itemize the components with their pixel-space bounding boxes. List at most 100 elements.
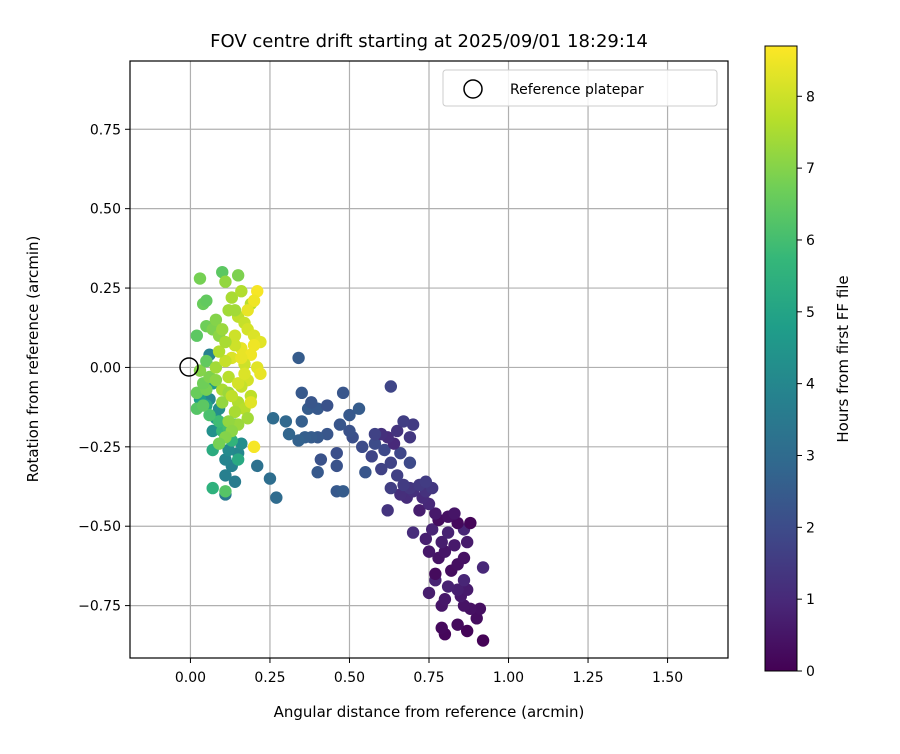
data-point — [321, 399, 334, 412]
data-point — [263, 472, 277, 485]
data-point — [435, 535, 448, 549]
x-tick-label: 1.50 — [652, 670, 683, 686]
data-point — [231, 453, 245, 466]
data-point — [203, 408, 216, 422]
data-point — [470, 612, 483, 625]
data-point — [292, 351, 305, 365]
data-point — [394, 446, 407, 460]
data-point — [231, 377, 245, 390]
data-point — [216, 323, 229, 336]
data-point — [438, 593, 452, 606]
data-point — [451, 618, 464, 631]
data-point — [200, 354, 213, 368]
colorbar-tick-label: 6 — [806, 233, 815, 249]
data-point — [457, 599, 471, 612]
data-point — [390, 424, 404, 438]
data-point — [460, 583, 474, 596]
data-point — [356, 440, 369, 454]
y-axis-label: Rotation from reference (arcmin) — [24, 236, 42, 483]
data-point — [441, 526, 455, 539]
data-point — [397, 478, 410, 492]
data-point — [219, 354, 232, 368]
data-point — [422, 545, 436, 558]
data-point — [228, 339, 242, 352]
data-point — [365, 450, 378, 463]
colorbar-ticks: 0 1 2 3 4 5 6 7 8 — [797, 89, 815, 680]
y-tick-label: −0.25 — [78, 440, 121, 456]
reference-platepar-marker — [179, 357, 199, 377]
x-tick-label: 0.50 — [334, 670, 365, 686]
colorbar-tick-label: 1 — [806, 592, 815, 608]
data-point — [193, 272, 207, 285]
data-point — [451, 516, 464, 530]
colorbar-tick-label: 4 — [806, 377, 815, 393]
legend-box — [442, 69, 718, 107]
data-point — [235, 285, 248, 298]
y-axis-ticks: −0.75 −0.50 −0.25 0.00 0.25 0.50 0.75 — [78, 122, 130, 615]
data-points — [190, 265, 490, 647]
data-point — [244, 396, 258, 409]
data-point — [384, 456, 398, 469]
colorbar-gradient — [764, 45, 798, 672]
data-point — [228, 475, 242, 488]
data-point — [419, 532, 433, 546]
data-point — [219, 453, 232, 466]
colorbar-tick-label: 0 — [806, 664, 815, 680]
data-point — [413, 504, 426, 517]
data-point — [378, 443, 391, 457]
data-point — [384, 380, 398, 393]
data-point — [390, 469, 404, 482]
data-point — [438, 545, 452, 558]
data-point — [241, 412, 254, 425]
x-tick-label: 0.75 — [413, 670, 444, 686]
data-point — [196, 399, 210, 412]
x-axis-label: Angular distance from reference (arcmin) — [274, 703, 585, 721]
colorbar-tick-label: 8 — [806, 89, 815, 105]
data-point — [193, 364, 207, 377]
legend-marker-icon — [463, 79, 483, 99]
y-tick-label: −0.75 — [78, 599, 121, 615]
data-point — [219, 335, 232, 349]
data-point — [244, 348, 258, 361]
data-point — [231, 269, 245, 282]
data-point — [228, 304, 242, 317]
data-point — [247, 339, 261, 352]
data-point — [206, 481, 219, 495]
data-point — [406, 526, 420, 539]
data-point — [247, 294, 261, 307]
data-point — [270, 491, 283, 504]
colorbar: 0 1 2 3 4 5 6 7 8 Hours from first FF file — [764, 45, 852, 680]
data-point — [343, 408, 356, 422]
data-point — [476, 634, 490, 647]
data-point — [460, 624, 474, 638]
data-point — [330, 446, 343, 460]
data-point — [282, 427, 296, 441]
y-tick-label: 0.25 — [90, 281, 121, 297]
x-tick-label: 1.25 — [572, 670, 603, 686]
data-point — [425, 523, 439, 536]
data-point — [251, 285, 264, 298]
data-point — [295, 386, 308, 400]
data-point — [330, 459, 343, 473]
data-point — [228, 329, 242, 342]
x-tick-label: 1.00 — [493, 670, 524, 686]
data-point — [222, 370, 235, 384]
data-point — [279, 415, 293, 428]
data-point — [448, 539, 461, 552]
data-point — [403, 431, 417, 444]
data-point — [457, 573, 471, 587]
data-point — [359, 466, 372, 479]
data-point — [190, 329, 203, 342]
x-tick-label: 0.25 — [254, 670, 285, 686]
data-point — [336, 485, 350, 498]
data-point — [311, 466, 324, 479]
data-point — [375, 462, 388, 476]
data-point — [292, 434, 305, 447]
data-point — [422, 586, 436, 600]
data-point — [206, 424, 219, 438]
data-point — [473, 602, 487, 615]
data-point — [336, 386, 350, 400]
data-point — [295, 415, 308, 428]
data-point — [429, 567, 442, 581]
data-point — [305, 396, 318, 409]
